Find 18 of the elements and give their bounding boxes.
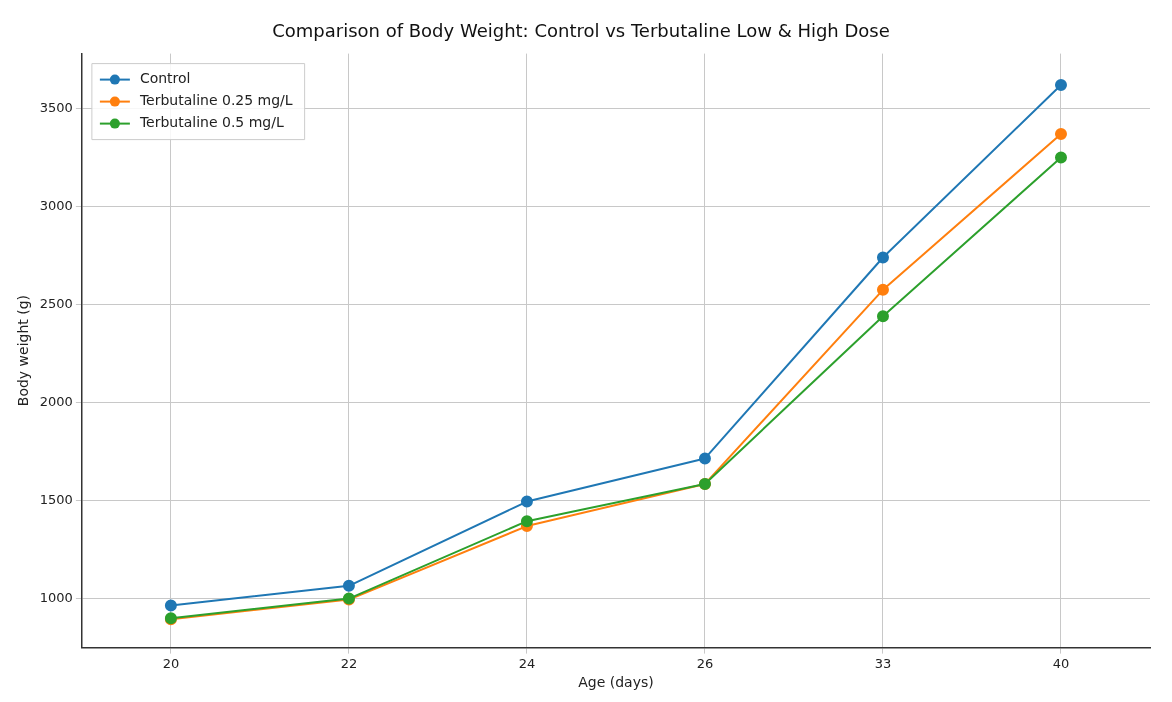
- x-tick-label: 26: [696, 655, 714, 671]
- y-axis-title: Body weight (g): [15, 294, 32, 407]
- y-tick-label: 3500: [39, 99, 73, 115]
- x-axis-title: Age (days): [578, 674, 654, 691]
- y-tick-label: 2000: [39, 393, 73, 409]
- x-tick-label: 24: [518, 655, 536, 671]
- x-tick-label: 33: [874, 655, 892, 671]
- chart-title: Comparison of Body Weight: Control vs Terbutaline Low & High Dose: [272, 20, 890, 42]
- legend-label: Control: [139, 70, 191, 87]
- y-tick-label: 1000: [39, 589, 73, 605]
- y-tick-label: 2500: [39, 295, 73, 311]
- x-tick-label: 40: [1052, 655, 1070, 671]
- x-tick-label: 20: [162, 655, 180, 671]
- y-tick-label: 3000: [39, 197, 73, 213]
- y-tick-label: 1500: [39, 491, 73, 507]
- x-tick-label: 22: [340, 655, 358, 671]
- legend-label: Terbutaline 0.5 mg/L: [138, 114, 284, 131]
- legend-label: Terbutaline 0.25 mg/L: [138, 92, 293, 109]
